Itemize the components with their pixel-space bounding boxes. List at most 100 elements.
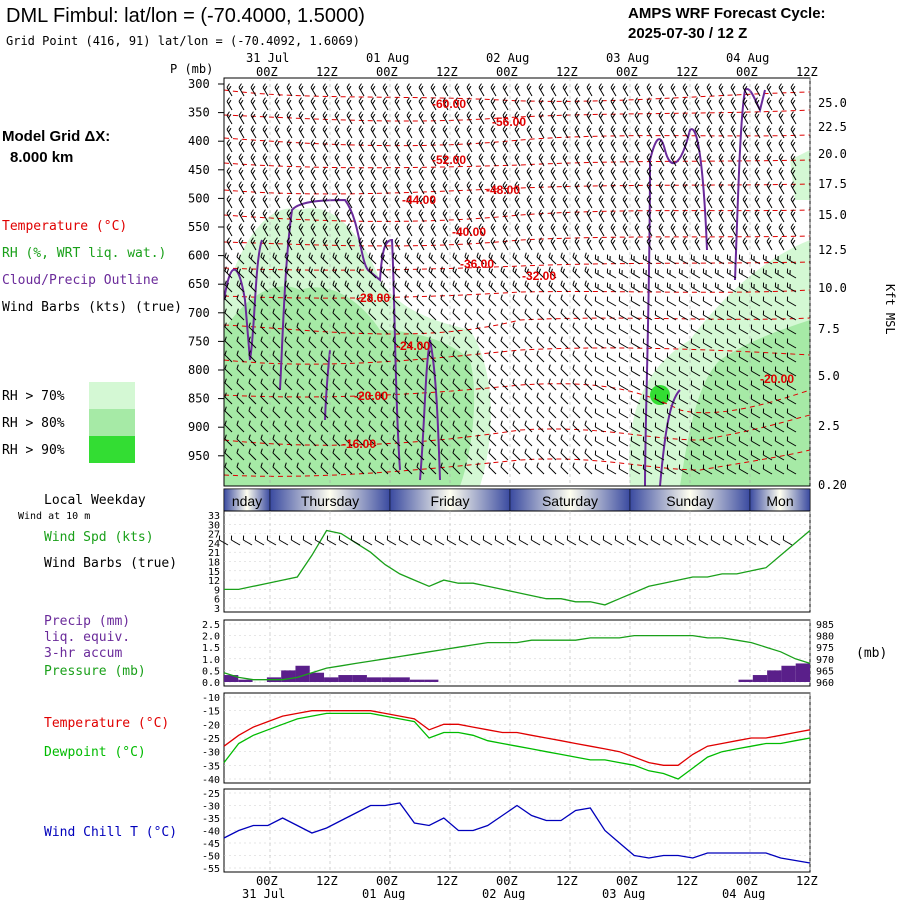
barb-feather xyxy=(452,252,455,258)
barb-shaft xyxy=(260,354,269,363)
barb-feather xyxy=(594,352,597,358)
wind-barb xyxy=(284,322,293,335)
barb-shaft xyxy=(322,101,329,111)
barb-feather xyxy=(454,139,458,144)
barb-shaft xyxy=(730,241,737,251)
barb-feather xyxy=(250,223,254,228)
barb-shaft xyxy=(394,171,401,181)
wind-barb xyxy=(466,139,473,153)
barb-shaft xyxy=(500,312,509,321)
wind-barb xyxy=(454,195,461,209)
barb-shaft xyxy=(284,256,293,265)
barb-shaft xyxy=(272,270,281,279)
barb-feather xyxy=(528,113,532,119)
barb-feather xyxy=(296,294,299,300)
wind-barb xyxy=(618,296,629,307)
barb-feather xyxy=(264,239,268,245)
wind-barb xyxy=(308,308,317,321)
barb-feather xyxy=(238,237,242,242)
barb-shaft xyxy=(262,143,269,153)
barb-feather xyxy=(420,197,424,203)
wind-barb xyxy=(428,308,437,321)
barb-shaft xyxy=(778,199,785,209)
wind-barb xyxy=(320,322,329,335)
barb-shaft xyxy=(406,199,413,209)
barb-feather xyxy=(408,85,412,91)
wind-barb xyxy=(248,364,257,377)
barb-shaft xyxy=(706,171,713,181)
barb-feather xyxy=(678,282,681,288)
barb-feather xyxy=(226,223,230,228)
barb-feather xyxy=(358,268,361,274)
wind-barb xyxy=(524,252,533,265)
barb-feather xyxy=(564,113,568,119)
barb-feather xyxy=(310,111,314,116)
wind-barb xyxy=(560,280,569,293)
barb-feather xyxy=(622,83,626,88)
barb-feather xyxy=(440,294,443,300)
barb-shaft xyxy=(622,185,629,195)
barb-feather xyxy=(550,139,554,144)
barb-feather xyxy=(576,113,580,119)
barb-shaft xyxy=(667,356,677,363)
barb-feather xyxy=(552,197,556,203)
wind-barb xyxy=(430,83,437,97)
barb-shaft xyxy=(682,115,689,125)
barb-shaft xyxy=(430,143,437,153)
wind-barb xyxy=(526,97,533,111)
barb-shaft xyxy=(598,101,605,111)
barb-shaft xyxy=(658,185,665,195)
wind-barb xyxy=(238,125,245,139)
barb-shaft xyxy=(478,241,485,251)
barb-shaft xyxy=(236,298,245,307)
wind-barb xyxy=(478,111,485,125)
barb-shaft xyxy=(560,284,569,293)
barb-feather xyxy=(274,153,278,158)
barb-feather xyxy=(442,139,446,144)
barb-feather xyxy=(774,352,777,358)
barb-feather xyxy=(454,167,458,172)
barb-feather xyxy=(250,282,253,288)
barb-feather xyxy=(428,350,431,356)
wind-barb xyxy=(622,181,629,195)
barb-feather xyxy=(756,85,760,91)
barb-shaft xyxy=(476,256,485,265)
wind-barb xyxy=(622,139,629,153)
barb-feather xyxy=(618,324,621,330)
wind-barb xyxy=(630,310,641,321)
barb-feather xyxy=(276,113,280,119)
barb-shaft xyxy=(322,241,329,251)
barb-feather xyxy=(464,336,467,342)
barb-feather xyxy=(548,266,551,272)
barb-feather xyxy=(594,282,597,288)
barb-feather xyxy=(768,99,772,105)
wind-barb xyxy=(358,181,365,195)
wind-barb xyxy=(418,195,425,209)
barb-feather xyxy=(702,282,705,288)
barb-shaft xyxy=(562,143,569,153)
barb-shaft xyxy=(286,213,293,223)
wind-barb xyxy=(774,282,785,293)
barb-feather xyxy=(370,282,373,288)
barb-feather xyxy=(396,183,400,189)
wind-barb xyxy=(418,111,425,125)
wind-barb xyxy=(572,266,581,279)
barb-feather xyxy=(672,183,676,189)
barb-feather xyxy=(356,266,359,272)
barb-feather xyxy=(392,350,395,356)
barb-feather xyxy=(416,350,419,356)
barb-feather xyxy=(360,169,364,175)
barb-feather xyxy=(714,324,717,330)
barb-feather xyxy=(430,209,434,214)
barb-feather xyxy=(660,113,664,119)
wind-barb xyxy=(260,280,269,293)
barb-shaft xyxy=(284,326,293,335)
wind-barb xyxy=(514,125,521,139)
wind-barb xyxy=(224,364,233,377)
barb-shaft xyxy=(643,272,653,279)
barb-feather xyxy=(296,336,299,342)
barb-shaft xyxy=(742,185,749,195)
barb-shaft xyxy=(430,213,437,223)
wind-barb xyxy=(536,252,545,265)
wind-barb xyxy=(538,153,545,167)
